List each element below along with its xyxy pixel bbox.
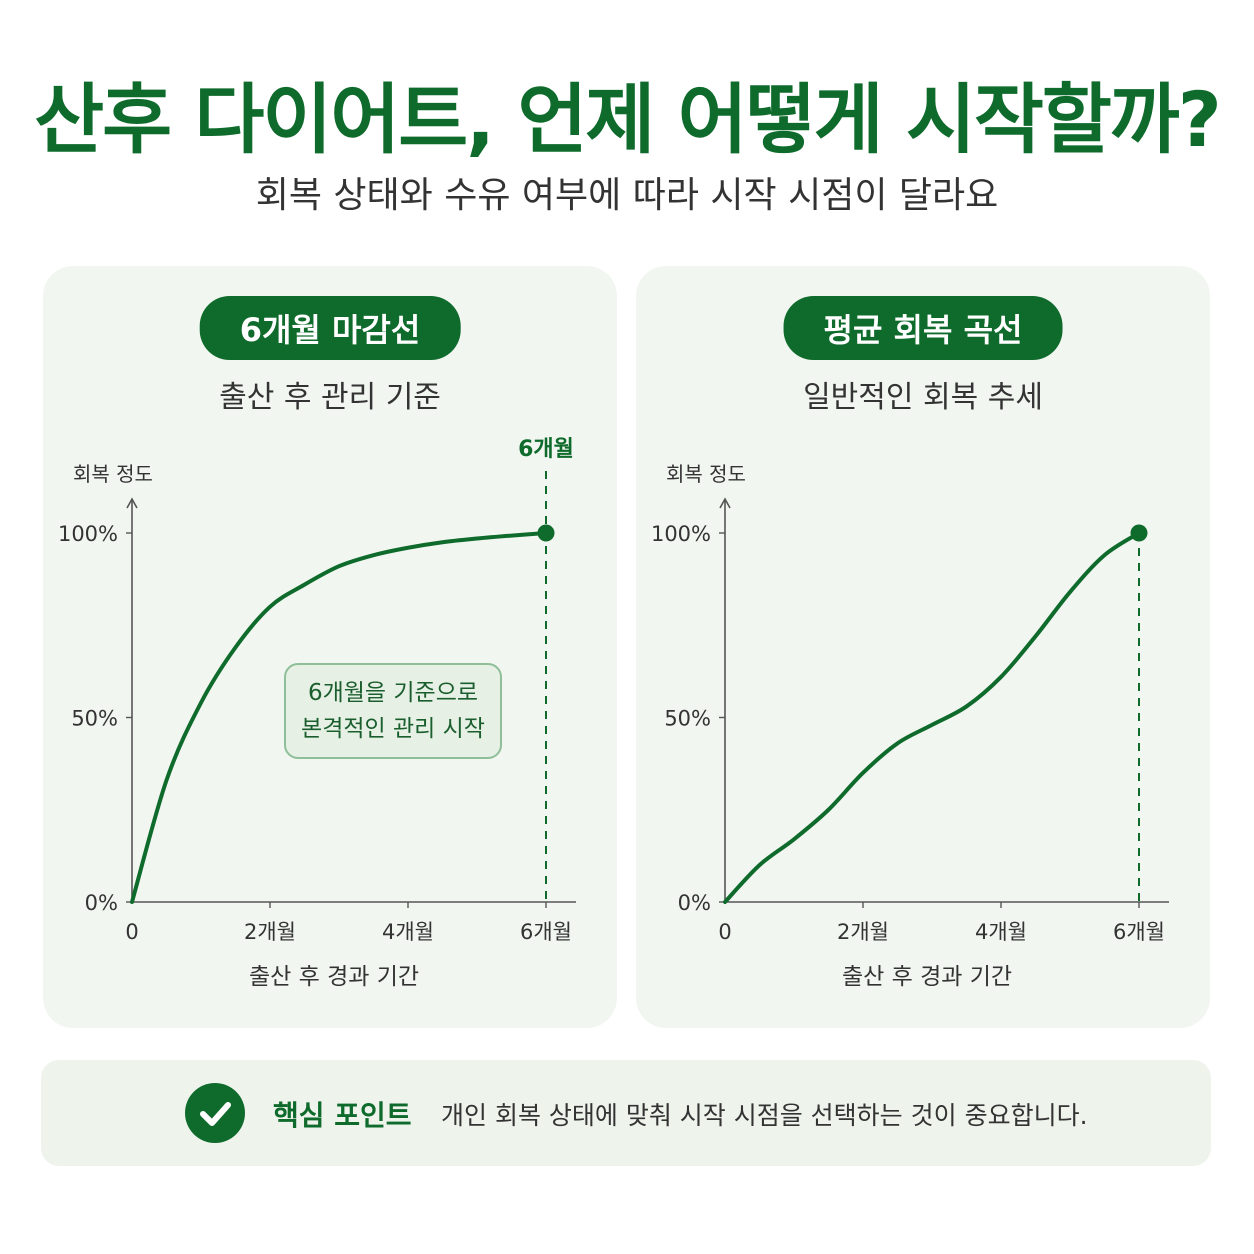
deadline-marker-label: 6개월 [518, 437, 574, 462]
endpoint-dot [537, 524, 555, 542]
x-axis-label: 출산 후 경과 기간 [842, 964, 1012, 990]
x-axis-label: 출산 후 경과 기간 [249, 964, 419, 990]
key-point-label: 핵심 포인트 [273, 1099, 412, 1132]
x-tick-label: 2개월 [244, 920, 296, 944]
check-circle-icon [185, 1083, 245, 1143]
panel-subtitle: 출산 후 관리 기준 [219, 380, 441, 415]
y-tick-label: 100% [651, 522, 711, 546]
y-axis-arrow [126, 497, 138, 509]
panel-pill: 평균 회복 곡선 [783, 296, 1063, 360]
x-tick-label: 6개월 [520, 920, 572, 944]
x-tick-label: 6개월 [1113, 920, 1165, 944]
y-tick-label: 50% [71, 707, 118, 731]
x-tick-label: 4개월 [382, 920, 434, 944]
y-axis-label: 회복 정도 [666, 462, 746, 486]
panel-subtitle: 일반적인 회복 추세 [803, 380, 1043, 415]
key-point-text: 개인 회복 상태에 맞춰 시작 시점을 선택하는 것이 중요합니다. [441, 1101, 1088, 1130]
endpoint-dot [1130, 524, 1148, 542]
x-tick-label: 2개월 [837, 920, 889, 944]
y-tick-label: 0% [678, 891, 711, 915]
x-tick-label: 0 [125, 920, 138, 944]
recovery-curve [723, 531, 1141, 904]
y-axis-arrow [719, 497, 731, 509]
key-point-bar: 핵심 포인트 개인 회복 상태에 맞춰 시작 시점을 선택하는 것이 중요합니다… [41, 1060, 1211, 1166]
panel-pill: 6개월 마감선 [199, 296, 461, 360]
y-axis-label: 회복 정도 [73, 462, 153, 486]
callout-box: 6개월을 기준으로 본격적인 관리 시작 [284, 663, 502, 759]
y-tick-label: 50% [664, 707, 711, 731]
y-tick-label: 100% [58, 522, 118, 546]
callout-line: 본격적인 관리 시작 [301, 716, 485, 742]
callout-line: 6개월을 기준으로 [307, 680, 479, 706]
recovery-curve [130, 531, 548, 904]
page-subtitle: 회복 상태와 수유 여부에 따라 시작 시점이 달라요 [255, 175, 999, 216]
x-tick-label: 0 [718, 920, 731, 944]
page-title: 산후 다이어트, 언제 어떻게 시작할까? [34, 75, 1222, 164]
x-tick-label: 4개월 [975, 920, 1027, 944]
y-tick-label: 0% [85, 891, 118, 915]
